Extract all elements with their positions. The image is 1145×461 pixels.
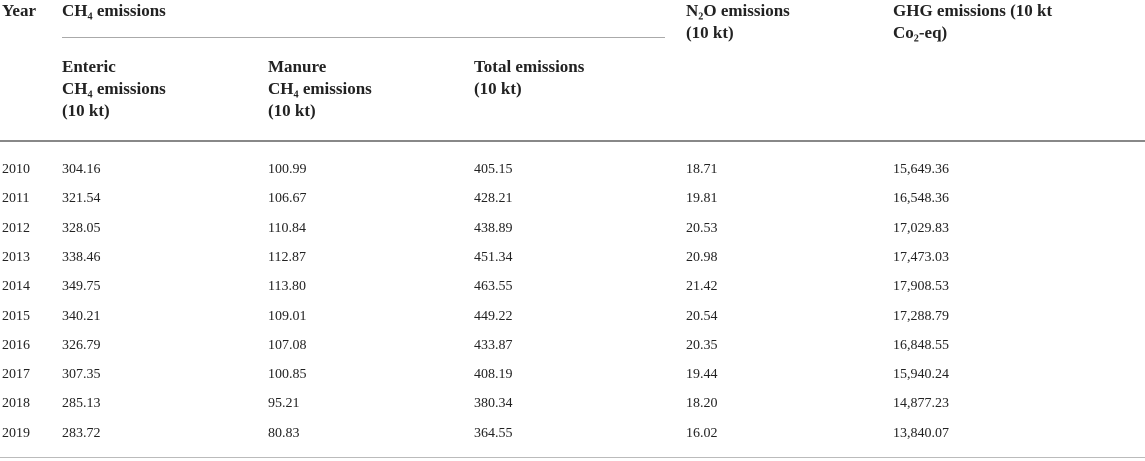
value-cell: 463.55: [474, 279, 513, 295]
value-cell: 15,940.24: [893, 367, 949, 383]
value-cell: 107.08: [268, 337, 307, 353]
value-cell: 109.01: [268, 308, 307, 324]
value-cell: 15,649.36: [893, 162, 949, 177]
value-cell: 21.42: [686, 279, 718, 295]
value-cell: 438.89: [474, 220, 513, 236]
value-cell: 408.19: [474, 367, 513, 383]
year-cell: 2013: [2, 249, 30, 265]
year-cell: 2014: [2, 279, 30, 295]
header-line: CH₄ emissions: [268, 79, 372, 98]
value-cell: 321.54: [62, 191, 101, 207]
header-line: Total emissions: [474, 57, 585, 76]
header-line: (10 kt): [474, 79, 522, 98]
value-cell: 18.71: [686, 162, 718, 177]
value-cell: 20.35: [686, 337, 718, 353]
value-cell: 113.80: [268, 279, 306, 295]
header-rule: [0, 140, 1145, 142]
year-cell: 2018: [2, 396, 30, 412]
value-cell: 18.20: [686, 396, 718, 412]
value-cell: 100.85: [268, 367, 307, 383]
value-cell: 304.16: [62, 162, 101, 177]
value-cell: 110.84: [268, 220, 306, 236]
header-line: Manure: [268, 57, 327, 76]
value-cell: 17,288.79: [893, 308, 949, 324]
value-cell: 20.53: [686, 220, 718, 236]
value-cell: 326.79: [62, 337, 101, 353]
year-cell: 2015: [2, 308, 30, 324]
value-cell: 340.21: [62, 308, 101, 324]
year-cell: 2011: [2, 191, 30, 207]
year-cell: 2016: [2, 337, 30, 353]
value-cell: 17,029.83: [893, 220, 949, 236]
value-cell: 20.54: [686, 308, 718, 324]
header-line: N₂O emissions: [686, 1, 790, 20]
group-rule: [62, 37, 665, 38]
header-year: Year: [2, 1, 36, 20]
value-cell: 405.15: [474, 162, 513, 177]
year-cell: 2019: [2, 425, 30, 441]
value-cell: 307.35: [62, 367, 101, 383]
value-cell: 112.87: [268, 249, 306, 265]
value-cell: 328.05: [62, 220, 101, 236]
value-cell: 14,877.23: [893, 396, 949, 412]
header-total: Total emissions (10 kt): [474, 56, 584, 100]
header-line: (10 kt): [268, 101, 316, 120]
year-cell: 2010: [2, 162, 30, 177]
value-cell: 349.75: [62, 279, 101, 295]
value-cell: 16.02: [686, 425, 718, 441]
header-n2o: N₂O emissions (10 kt): [686, 0, 790, 44]
header-line: Enteric: [62, 57, 116, 76]
header-line: CH₄ emissions: [62, 79, 166, 98]
bottom-rule: [0, 457, 1145, 458]
value-cell: 380.34: [474, 396, 513, 412]
value-cell: 20.98: [686, 249, 718, 265]
value-cell: 100.99: [268, 162, 307, 177]
value-cell: 364.55: [474, 425, 513, 441]
value-cell: 338.46: [62, 249, 101, 265]
value-cell: 19.81: [686, 191, 718, 207]
value-cell: 19.44: [686, 367, 718, 383]
value-cell: 17,908.53: [893, 279, 949, 295]
year-cell: 2012: [2, 220, 30, 236]
value-cell: 283.72: [62, 425, 101, 441]
header-line: (10 kt): [686, 23, 734, 42]
value-cell: 95.21: [268, 396, 300, 412]
value-cell: 80.83: [268, 425, 300, 441]
header-enteric: Enteric CH₄ emissions (10 kt): [62, 56, 166, 122]
value-cell: 451.34: [474, 249, 513, 265]
value-cell: 433.87: [474, 337, 513, 353]
year-cell: 2017: [2, 367, 30, 383]
value-cell: 16,848.55: [893, 337, 949, 353]
value-cell: 17,473.03: [893, 249, 949, 265]
header-ghg: GHG emissions (10 kt Co₂-eq): [893, 0, 1052, 44]
value-cell: 449.22: [474, 308, 513, 324]
header-line: (10 kt): [62, 101, 110, 120]
value-cell: 13,840.07: [893, 425, 949, 441]
value-cell: 106.67: [268, 191, 307, 207]
header-line: GHG emissions (10 kt: [893, 1, 1053, 20]
header-ch4: CH₄ emissions: [62, 1, 166, 20]
header-line: Co₂-eq): [893, 23, 948, 42]
value-cell: 16,548.36: [893, 191, 949, 207]
value-cell: 428.21: [474, 191, 513, 207]
value-cell: 285.13: [62, 396, 101, 412]
header-manure: Manure CH₄ emissions (10 kt): [268, 56, 372, 122]
